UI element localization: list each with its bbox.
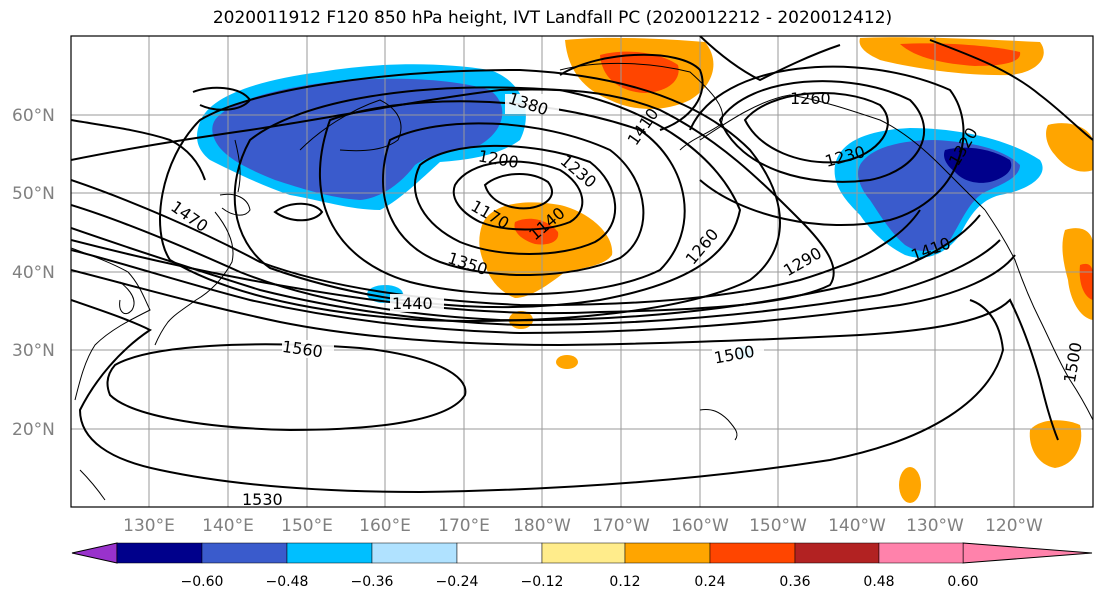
lon-label-120w: 120°W (985, 516, 1043, 536)
colorbar-extend-high (962, 542, 1093, 564)
colorbar-segment-2 (201, 542, 288, 564)
coast-kamchatka (299, 99, 402, 152)
contour-label-1440: 1440 (392, 294, 433, 313)
colorbar-segment-3 (286, 542, 373, 564)
contour-1500 (71, 269, 1059, 441)
contour-north-1440 (699, 36, 841, 82)
ivt-patch-orange-west-coast (1062, 228, 1093, 320)
contour-1380 (71, 179, 921, 307)
colorbar-segment-1 (116, 542, 203, 564)
ivt-patch-orange-hawaii-south (899, 467, 921, 503)
contour-1170 (452, 160, 584, 231)
contour-low-center (483, 173, 553, 210)
coast-korea (119, 281, 135, 315)
coast-asia (71, 247, 151, 401)
contour-alaska-1380 (929, 39, 1093, 141)
contour-1530 (71, 299, 1005, 494)
colorbar-tick-4: −0.24 (436, 574, 479, 590)
colorbar-segment-4 (371, 542, 458, 564)
colorbar: −0.60 −0.48 −0.36 −0.24 −0.12 0.12 0.24 … (71, 542, 1093, 590)
plot-frame (70, 35, 1094, 508)
contour-1290 (233, 86, 742, 309)
ivt-anomaly-east-navy (944, 147, 1012, 183)
lon-label-130e: 130°E (123, 516, 175, 536)
contour-1470 (71, 249, 1016, 335)
ivt-patch-orange-ne-edge (1046, 123, 1093, 172)
colorbar-segment-5 (456, 542, 543, 564)
colorbar-tick-10: 0.60 (947, 574, 978, 590)
contour-asia-north (71, 119, 206, 181)
coast-north-america (984, 209, 1093, 421)
colorbar-segment-10 (878, 542, 964, 564)
lon-label-150w: 150°W (749, 516, 807, 536)
lon-label-140w: 140°W (828, 516, 886, 536)
coast-alaska-south (699, 94, 986, 211)
ivt-patch-orange-small-2 (556, 355, 578, 369)
lon-label-160e: 160°E (359, 516, 411, 536)
lon-label-170w: 170°W (592, 516, 650, 536)
coast-hokkaido (219, 193, 251, 216)
contour-label-1530: 1530 (242, 490, 283, 509)
lon-label-170e: 170°E (438, 516, 490, 536)
contour-1350 (71, 88, 835, 315)
lon-label-140e: 140°E (202, 516, 254, 536)
map-title: 2020011912 F120 850 hPa height, IVT Land… (212, 8, 893, 28)
lat-label-60n: 60°N (12, 106, 55, 126)
colorbar-tick-6: 0.12 (609, 574, 640, 590)
colorbar-tick-9: 0.48 (863, 574, 894, 590)
contour-1320 (159, 68, 781, 322)
lon-label-130w: 130°W (906, 516, 964, 536)
contour-1410 (71, 204, 981, 322)
colorbar-tick-3: −0.36 (351, 574, 394, 590)
colorbar-segment-7 (624, 542, 711, 564)
colorbar-tick-1: −0.60 (181, 574, 224, 590)
colorbar-tick-2: −0.48 (266, 574, 309, 590)
height-contours (71, 36, 1093, 494)
lon-label-150e: 150°E (281, 516, 333, 536)
contour-1200 (414, 144, 617, 255)
contour-1440 (71, 227, 1001, 327)
colorbar-extend-low (71, 542, 118, 564)
contour-1230 (382, 122, 645, 276)
contour-1230-east (743, 92, 889, 164)
contour-small-west (273, 202, 324, 222)
contour-1560-loop (106, 343, 467, 432)
colorbar-segment-6 (541, 542, 626, 564)
contour-label-1260-east: 1260 (790, 89, 831, 108)
contour-asia-north-2 (192, 86, 252, 111)
contour-north-1410 (559, 53, 704, 131)
lat-label-50n: 50°N (12, 184, 55, 204)
coast-sakhalin (234, 139, 241, 193)
lat-label-40n: 40°N (12, 263, 55, 283)
colorbar-tick-5: −0.12 (521, 574, 564, 590)
lon-label-160w: 160°W (671, 516, 729, 536)
colorbar-tick-8: 0.36 (779, 574, 810, 590)
lat-label-30n: 30°N (12, 341, 55, 361)
colorbar-tick-7: 0.24 (694, 574, 725, 590)
colorbar-segment-9 (794, 542, 880, 564)
coast-philippines (79, 469, 106, 501)
colorbar-segment-8 (709, 542, 796, 564)
ivt-patch-orange-se (1029, 420, 1082, 468)
ivt-anomaly-ne-red (900, 43, 1021, 66)
lat-axis: 60°N 50°N 40°N 30°N 20°N (12, 106, 55, 440)
contour-1260-east (718, 80, 926, 183)
coast-hawaii (699, 409, 738, 441)
lat-label-20n: 20°N (12, 420, 55, 440)
lon-label-180w: 180°W (513, 516, 571, 536)
ivt-patch-red-west-coast (1079, 263, 1093, 300)
ivt-anomaly-central-red (514, 218, 559, 245)
ivt-anomaly-west-blue (212, 78, 503, 200)
lon-axis: 130°E 140°E 150°E 160°E 170°E 180°W 170°… (123, 516, 1043, 536)
